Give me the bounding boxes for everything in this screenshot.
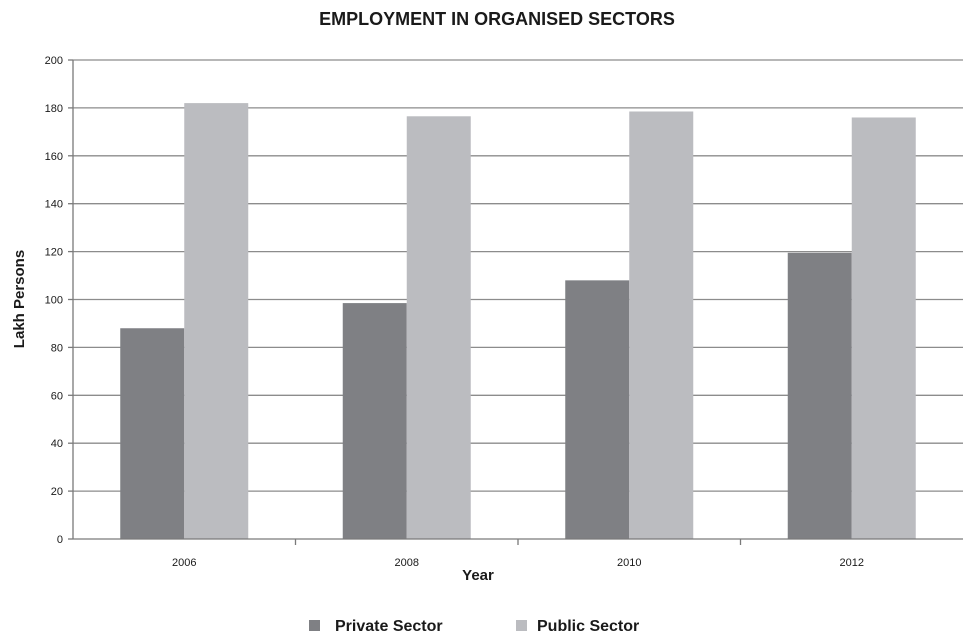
y-tick-label: 120 — [45, 247, 63, 259]
bar-private-sector-2012 — [787, 252, 852, 540]
bars — [120, 103, 916, 540]
bar-private-sector-2008 — [342, 303, 407, 539]
y-tick-label: 60 — [51, 390, 63, 402]
chart-title: EMPLOYMENT IN ORGANISED SECTORS — [319, 9, 675, 29]
x-tick-label: 2010 — [617, 557, 641, 569]
legend-swatch-public-sector — [516, 620, 527, 631]
bar-public-sector-2010 — [629, 111, 694, 540]
bar-private-sector-2006 — [120, 328, 185, 539]
y-tick-labels: 0 20 40 60 80 100 120 140 160 180 200 — [45, 55, 63, 546]
legend-label-public-sector: Public Sector — [537, 618, 639, 635]
bar-public-sector-2006 — [184, 103, 249, 540]
legend-swatch-private-sector — [309, 620, 320, 631]
legend: Private Sector Public Sector — [309, 618, 639, 635]
bar-public-sector-2012 — [851, 117, 916, 539]
y-tick-label: 0 — [57, 534, 63, 546]
x-axis-label: Year — [462, 567, 494, 584]
y-tick-label: 200 — [45, 55, 63, 67]
y-tick-label: 20 — [51, 486, 63, 498]
y-tick-label: 40 — [51, 438, 63, 450]
x-tick-label: 2012 — [840, 557, 864, 569]
y-tick-label: 180 — [45, 103, 63, 115]
x-tick-label: 2008 — [395, 557, 419, 569]
y-tick-label: 100 — [45, 295, 63, 307]
axes — [68, 59, 963, 545]
bar-private-sector-2010 — [565, 280, 630, 539]
y-axis-label: Lakh Persons — [11, 250, 28, 348]
legend-label-private-sector: Private Sector — [335, 618, 443, 635]
y-tick-label: 140 — [45, 199, 63, 211]
x-tick-labels: 2006 2008 2010 2012 — [172, 557, 864, 569]
x-tick-label: 2006 — [172, 557, 196, 569]
y-tick-label: 80 — [51, 342, 63, 354]
bar-public-sector-2008 — [406, 116, 471, 539]
y-tick-label: 160 — [45, 151, 63, 163]
